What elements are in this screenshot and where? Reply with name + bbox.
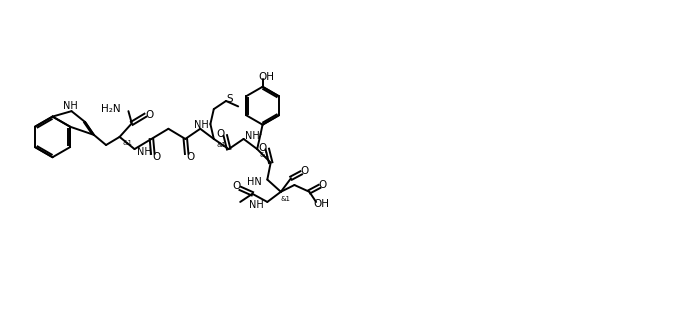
Text: NH: NH <box>137 148 151 157</box>
Text: O: O <box>145 110 153 119</box>
Text: OH: OH <box>258 72 274 82</box>
Text: O: O <box>300 166 308 176</box>
Text: NH: NH <box>63 101 78 111</box>
Text: O: O <box>319 180 327 190</box>
Text: O: O <box>259 143 267 153</box>
Text: NH: NH <box>194 120 209 130</box>
Text: HN: HN <box>247 177 262 187</box>
Text: NH: NH <box>245 131 259 140</box>
Text: NH: NH <box>249 200 264 210</box>
Text: &1: &1 <box>217 142 227 148</box>
Text: &1: &1 <box>260 152 270 158</box>
Text: &1: &1 <box>123 140 132 146</box>
Text: O: O <box>186 152 194 162</box>
Text: &1: &1 <box>280 196 290 202</box>
Text: O: O <box>217 129 225 139</box>
Text: O: O <box>152 152 160 162</box>
Text: H₂N: H₂N <box>101 104 121 114</box>
Text: O: O <box>233 181 241 191</box>
Text: OH: OH <box>313 199 330 209</box>
Text: S: S <box>226 94 233 104</box>
